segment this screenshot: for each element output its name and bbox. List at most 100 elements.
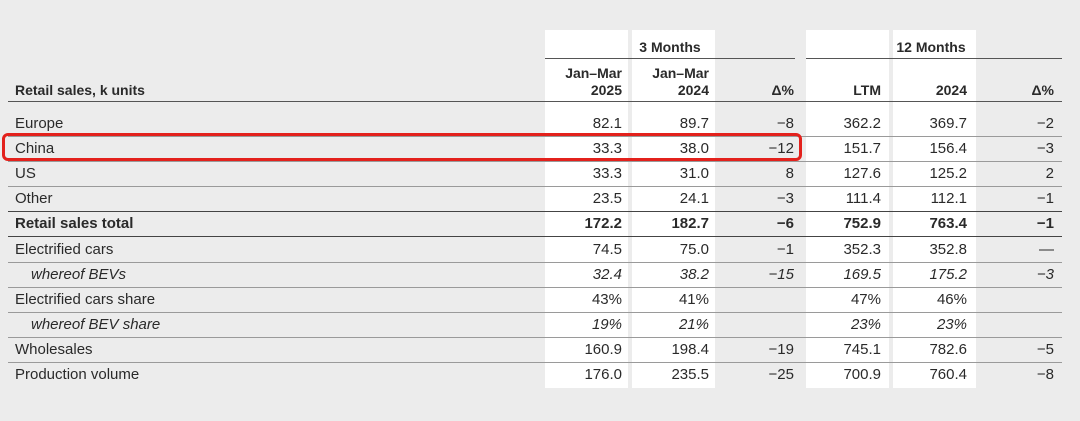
row-cell: 760.4 (929, 366, 967, 383)
row-cell: 46% (936, 291, 967, 308)
row-cell: 752.9 (843, 215, 881, 232)
row-cell: 112.1 (930, 190, 967, 207)
row-cell: −25 (768, 366, 794, 383)
row-cell: −3 (1036, 140, 1054, 157)
row-cell: 31.0 (679, 165, 709, 182)
row-cell: 111.4 (845, 190, 881, 207)
column-header-line1: Jan–Mar (652, 65, 709, 81)
column-header-jan-mar-2024: Jan–Mar 2024 (632, 65, 709, 99)
row-cell: 23% (850, 316, 881, 333)
row-label: Retail sales total (15, 215, 134, 232)
row-cell: 176.0 (584, 366, 622, 383)
table-row-electrified-cars-share: Electrified cars share 43% 41% 47% 46% (8, 287, 1062, 313)
table-row-wholesales: Wholesales 160.9 198.4 −19 745.1 782.6 −5 (8, 337, 1062, 363)
row-cell: 82.1 (592, 115, 622, 132)
table-row-whereof-bev-share: whereof BEV share 19% 21% 23% 23% (8, 312, 1062, 338)
column-bg-2025 (545, 30, 628, 388)
column-bg-ltm (806, 30, 889, 388)
row-label: whereof BEV share (31, 316, 161, 333)
row-cell: 156.4 (929, 140, 967, 157)
row-cell: 8 (785, 165, 794, 182)
row-cell: 235.5 (671, 366, 709, 383)
row-cell: 362.2 (843, 115, 881, 132)
group-rule-3-months (545, 58, 795, 59)
column-header-line2: 2024 (677, 82, 709, 98)
column-header-line2: 2025 (590, 82, 622, 98)
row-cell: 23.5 (592, 190, 622, 207)
row-label: US (15, 165, 36, 182)
row-label: Wholesales (15, 341, 93, 358)
row-cell: 38.0 (679, 140, 709, 157)
row-cell: 175.2 (929, 266, 967, 283)
row-cell: 169.5 (843, 266, 881, 283)
row-cell: 782.6 (929, 341, 967, 358)
row-cell: 43% (591, 291, 622, 308)
column-header-line1: Jan–Mar (565, 65, 622, 81)
group-header-3-months: 3 Months (639, 39, 701, 55)
column-header-jan-mar-2025: Jan–Mar 2025 (545, 65, 622, 99)
row-cell: 33.3 (592, 140, 622, 157)
row-cell: 2 (1045, 165, 1054, 182)
row-cell: 23% (936, 316, 967, 333)
row-cell: 151.7 (843, 140, 881, 157)
row-cell: 41% (678, 291, 709, 308)
table-row-other: Other 23.5 24.1 −3 111.4 112.1 −1 (8, 186, 1062, 212)
row-cell: 89.7 (679, 115, 709, 132)
row-cell: 33.3 (592, 165, 622, 182)
row-cell: −1 (1036, 215, 1054, 232)
column-bg-2024 (632, 30, 715, 388)
row-cell: −5 (1036, 341, 1054, 358)
row-label: China (15, 140, 55, 157)
column-bg-2024-full (893, 30, 976, 388)
row-cell: −3 (1036, 266, 1054, 283)
row-cell: 352.3 (843, 241, 881, 258)
row-cell: 32.4 (592, 266, 622, 283)
column-header-delta-3m: Δ% (771, 82, 794, 98)
column-header-delta-12m: Δ% (1031, 82, 1054, 98)
row-cell: 47% (850, 291, 881, 308)
row-cell: 19% (591, 316, 622, 333)
row-label: Europe (15, 115, 64, 132)
row-cell: −15 (768, 266, 794, 283)
group-header-12-months: 12 Months (896, 39, 966, 55)
row-cell: −3 (776, 190, 794, 207)
row-cell: −6 (776, 215, 794, 232)
row-label: whereof BEVs (31, 266, 127, 283)
row-cell: 745.1 (843, 341, 881, 358)
row-label: Other (15, 190, 53, 207)
row-label: Production volume (15, 366, 140, 383)
row-cell: 198.4 (671, 341, 709, 358)
row-cell: 75.0 (679, 241, 709, 258)
table-row-whereof-bevs: whereof BEVs 32.4 38.2 −15 169.5 175.2 −3 (8, 262, 1062, 288)
row-cell: 700.9 (843, 366, 881, 383)
row-cell: 127.6 (843, 165, 881, 182)
row-label: Electrified cars (15, 241, 114, 258)
row-header-title: Retail sales, k units (15, 82, 145, 98)
row-cell: 182.7 (671, 215, 709, 232)
row-cell: 172.2 (584, 215, 622, 232)
row-cell: 74.5 (592, 241, 622, 258)
row-cell: −1 (1036, 190, 1054, 207)
row-cell: −12 (768, 140, 794, 157)
row-cell: 125.2 (929, 165, 967, 182)
row-cell: −1 (776, 241, 794, 258)
column-header-2024-full: 2024 (935, 82, 967, 98)
table-row-china: China 33.3 38.0 −12 151.7 156.4 −3 (8, 136, 1062, 162)
row-cell: 160.9 (584, 341, 622, 358)
header-rule (8, 101, 1062, 102)
row-cell: −8 (1036, 366, 1054, 383)
table-row-us: US 33.3 31.0 8 127.6 125.2 2 (8, 161, 1062, 187)
row-cell: 21% (678, 316, 709, 333)
table-row-electrified-cars: Electrified cars 74.5 75.0 −1 352.3 352.8 — (8, 237, 1062, 263)
row-cell: 369.7 (929, 115, 967, 132)
row-cell: 38.2 (679, 266, 709, 283)
row-cell: 352.8 (929, 241, 967, 258)
row-cell: — (1039, 241, 1054, 258)
table-row-production-volume: Production volume 176.0 235.5 −25 700.9 760.4… (8, 362, 1062, 387)
table-row-retail-sales-total: Retail sales total 172.2 182.7 −6 752.9 763.4… (8, 211, 1062, 237)
table-row-europe: Europe 82.1 89.7 −8 362.2 369.7 −2 (8, 111, 1062, 137)
column-header-ltm: LTM (853, 82, 881, 98)
row-cell: 24.1 (679, 190, 709, 207)
china-row-highlight (2, 133, 802, 161)
